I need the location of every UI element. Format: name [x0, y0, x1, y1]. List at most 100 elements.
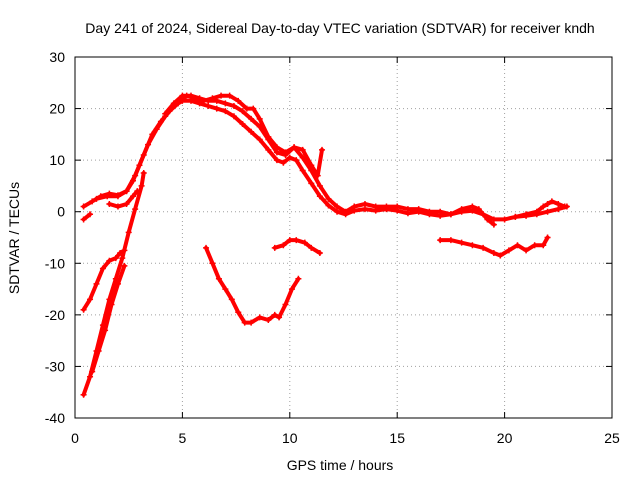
data-point [484, 216, 491, 223]
data-point [114, 193, 121, 200]
data-point [138, 182, 145, 189]
data-point [248, 115, 255, 122]
data-point [490, 221, 497, 228]
data-point [308, 162, 315, 169]
series-arc-8 [89, 262, 128, 375]
data-point [87, 296, 94, 303]
x-tick-label: 5 [179, 430, 187, 446]
data-point [119, 255, 126, 262]
data-point [299, 146, 306, 153]
data-point [544, 200, 551, 207]
data-point [222, 286, 229, 293]
data-point [112, 255, 119, 262]
data-point [273, 157, 280, 164]
data-point [314, 172, 321, 179]
data-point [99, 265, 106, 272]
y-axis-label: SDTVAR / TECUs [6, 182, 22, 294]
data-point [293, 237, 300, 244]
data-point [230, 102, 237, 109]
data-point [316, 249, 323, 256]
data-point [205, 97, 212, 104]
data-point [80, 203, 87, 210]
data-point [140, 151, 147, 158]
data-point [458, 239, 465, 246]
data-point [222, 100, 229, 107]
data-point [334, 208, 341, 215]
data-point [213, 97, 220, 104]
data-point [123, 188, 130, 195]
data-point [104, 193, 111, 200]
data-point [80, 306, 87, 313]
series-arc-4 [106, 188, 141, 210]
data-point [108, 301, 115, 308]
data-point [544, 208, 551, 215]
data-point [288, 286, 295, 293]
series-line [272, 238, 322, 255]
data-point [256, 115, 263, 122]
data-point [533, 208, 540, 215]
data-point [80, 216, 87, 223]
y-tick-label: 20 [49, 101, 65, 117]
data-point [505, 247, 512, 254]
data-point [469, 242, 476, 249]
y-tick-label: 10 [49, 152, 65, 168]
x-tick-label: 20 [497, 430, 513, 446]
data-point [102, 327, 109, 334]
data-point [89, 198, 96, 205]
data-point [447, 237, 454, 244]
y-tick-label: -10 [45, 255, 65, 271]
data-point [265, 136, 272, 143]
data-point [93, 280, 100, 287]
data-point [226, 92, 233, 99]
data-point [280, 159, 287, 166]
data-point [372, 203, 379, 210]
data-point [531, 242, 538, 249]
x-axis-label: GPS time / hours [287, 457, 394, 473]
data-point [325, 195, 332, 202]
x-tick-label: 0 [71, 430, 79, 446]
data-point [241, 319, 248, 326]
data-point [501, 216, 508, 223]
data-point [490, 249, 497, 256]
data-point [89, 368, 96, 375]
series-line [81, 212, 92, 222]
data-point [162, 110, 169, 117]
data-point [469, 203, 476, 210]
y-tick-label: 30 [49, 49, 65, 65]
grid [75, 57, 612, 418]
data-point [228, 296, 235, 303]
data-point [540, 242, 547, 249]
data-point [87, 211, 94, 218]
data-point [93, 195, 100, 202]
chart-title: Day 241 of 2024, Sidereal Day-to-day VTE… [85, 20, 594, 36]
data-point [280, 242, 287, 249]
data-point [209, 260, 216, 267]
data-point [230, 113, 237, 120]
data-point [316, 193, 323, 200]
data-point [540, 203, 547, 210]
data-point [544, 234, 551, 241]
data-point [383, 203, 390, 210]
data-point [248, 128, 255, 135]
data-point [243, 105, 250, 112]
data-point [187, 92, 194, 99]
data-point [512, 213, 519, 220]
data-point [480, 244, 487, 251]
data-point [458, 206, 465, 213]
data-point [235, 97, 242, 104]
data-point [129, 193, 136, 200]
data-point [325, 202, 332, 209]
data-point [299, 154, 306, 161]
data-point [514, 242, 521, 249]
data-point [361, 200, 368, 207]
data-point [319, 146, 326, 153]
plot-frame [74, 56, 613, 419]
data-point [437, 237, 444, 244]
data-point [256, 314, 263, 321]
data-point [415, 206, 422, 213]
data-point [106, 200, 113, 207]
y-tick-label: -20 [45, 307, 65, 323]
x-tick-label: 25 [604, 430, 620, 446]
series-line [81, 98, 569, 222]
data-point [170, 100, 177, 107]
